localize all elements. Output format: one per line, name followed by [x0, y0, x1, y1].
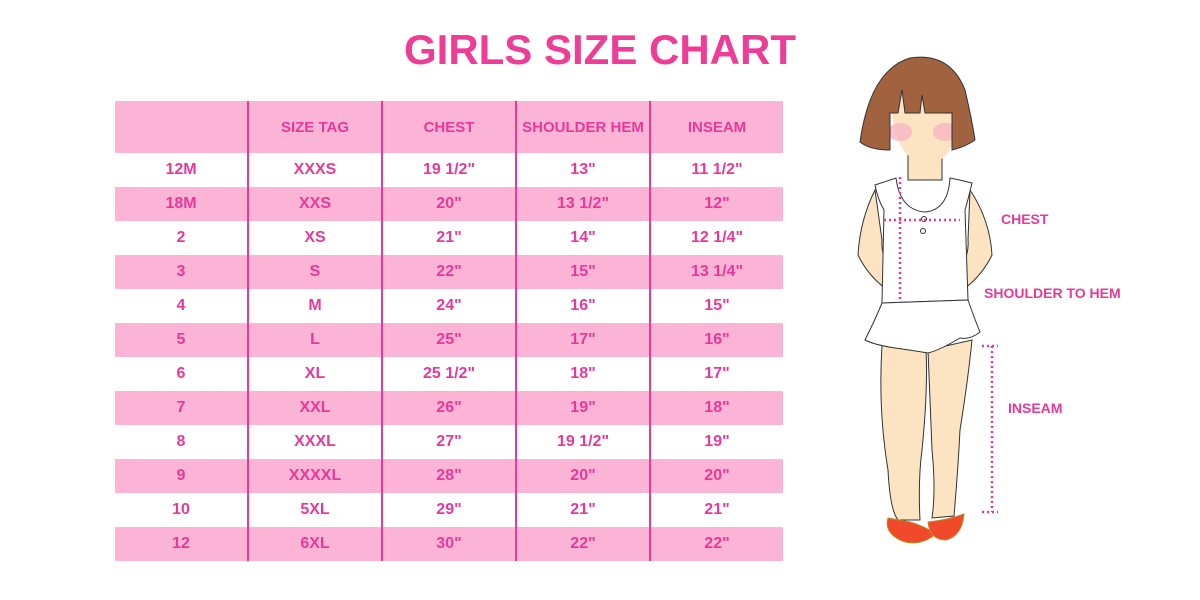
table-row: 5 L 25" 17" 16"	[115, 323, 783, 357]
inseam-measure-line	[982, 344, 998, 514]
table-row: 10 5XL 29" 21" 21"	[115, 493, 783, 527]
table-cell: 17"	[515, 323, 650, 357]
header-cell: CHEST	[381, 101, 516, 153]
table-cell: 27"	[381, 425, 516, 459]
table-cell: 15"	[649, 289, 783, 323]
table-cell: 12 1/4"	[649, 221, 783, 255]
header-cell: SHOULDER HEM	[515, 101, 650, 153]
header-cell: INSEAM	[649, 101, 783, 153]
table-header-row: SIZE TAG CHEST SHOULDER HEM INSEAM	[115, 101, 783, 153]
table-cell: S	[247, 255, 382, 289]
table-row: 7 XXL 26" 19" 18"	[115, 391, 783, 425]
table-cell: 5XL	[247, 493, 382, 527]
table-row: 12M XXXS 19 1/2" 13" 11 1/2"	[115, 153, 783, 187]
table-cell: 15"	[515, 255, 650, 289]
table-row: 8 XXXL 27" 19 1/2" 19"	[115, 425, 783, 459]
table-cell: 19 1/2"	[381, 153, 516, 187]
table-cell: 12	[115, 527, 248, 561]
table-row: 2 XS 21" 14" 12 1/4"	[115, 221, 783, 255]
table-cell: 19"	[649, 425, 783, 459]
table-cell: 4	[176, 297, 186, 314]
table-cell: 3	[115, 255, 248, 289]
table-cell: 20"	[381, 187, 516, 221]
table-cell: 26"	[381, 391, 516, 425]
table-cell: 19"	[515, 391, 650, 425]
table-cell: 20"	[515, 459, 650, 493]
page-title: GIRLS SIZE CHART	[403, 26, 796, 73]
table-cell: XXS	[247, 187, 382, 221]
table-cell: 18"	[649, 391, 783, 425]
table-cell: 22"	[515, 527, 650, 561]
chest-label: CHEST	[1001, 211, 1049, 227]
table-cell: 21"	[515, 493, 650, 527]
table-cell: 2	[176, 229, 186, 246]
table-cell: 30"	[381, 527, 516, 561]
table-cell: XXXS	[247, 153, 382, 187]
girl-illustration	[857, 56, 998, 544]
table-cell: 6	[176, 365, 186, 382]
table-row: 4 M 24" 16" 15"	[115, 289, 783, 323]
table-row: 6 XL 25 1/2" 18" 17"	[115, 357, 783, 391]
table-cell: 6XL	[247, 527, 382, 561]
table-cell: 22"	[649, 527, 783, 561]
table-cell: 25 1/2"	[381, 357, 516, 391]
table-cell: L	[247, 323, 382, 357]
table-cell: 11 1/2"	[649, 153, 783, 187]
table-cell: 24"	[381, 289, 516, 323]
table-cell: XXXXL	[247, 459, 382, 493]
table-cell: 8	[176, 433, 186, 450]
header-cell	[115, 101, 248, 153]
table-cell: XL	[247, 357, 382, 391]
table-cell: 13"	[515, 153, 650, 187]
table-cell: 16"	[515, 289, 650, 323]
table-cell: 21"	[381, 221, 516, 255]
table-row: 3 S 22" 15" 13 1/4"	[115, 255, 783, 289]
table-cell: 28"	[381, 459, 516, 493]
table-row: 9 XXXXL 28" 20" 20"	[115, 459, 783, 493]
table-cell: 29"	[381, 493, 516, 527]
table-cell: 12"	[649, 187, 783, 221]
table-cell: 16"	[649, 323, 783, 357]
table-cell: 21"	[649, 493, 783, 527]
table-cell: 18M	[115, 187, 248, 221]
table-cell: 20"	[649, 459, 783, 493]
table-cell: 9	[115, 459, 248, 493]
table-cell: 5	[115, 323, 248, 357]
table-cell: 25"	[381, 323, 516, 357]
table-cell: XXL	[247, 391, 382, 425]
shoulder-to-hem-label: SHOULDER TO HEM	[984, 285, 1121, 301]
size-table: SIZE TAG CHEST SHOULDER HEM INSEAM 12M XX…	[115, 101, 783, 561]
table-cell: XXXL	[247, 425, 382, 459]
table-cell: 7	[115, 391, 248, 425]
table-row: 12 6XL 30" 22" 22"	[115, 527, 783, 561]
inseam-label: INSEAM	[1008, 400, 1063, 416]
table-row: 18M XXS 20" 13 1/2" 12"	[115, 187, 783, 221]
table-cell: 13 1/4"	[649, 255, 783, 289]
table-cell: 17"	[649, 357, 783, 391]
table-cell: 19 1/2"	[515, 425, 650, 459]
table-cell: 10	[172, 501, 190, 518]
table-cell: 12M	[165, 161, 197, 178]
table-cell: 18"	[515, 357, 650, 391]
header-cell: SIZE TAG	[247, 101, 382, 153]
table-cell: XS	[247, 221, 382, 255]
table-cell: 13 1/2"	[515, 187, 650, 221]
table-cell: 22"	[381, 255, 516, 289]
table-cell: 14"	[515, 221, 650, 255]
table-cell: M	[247, 289, 382, 323]
